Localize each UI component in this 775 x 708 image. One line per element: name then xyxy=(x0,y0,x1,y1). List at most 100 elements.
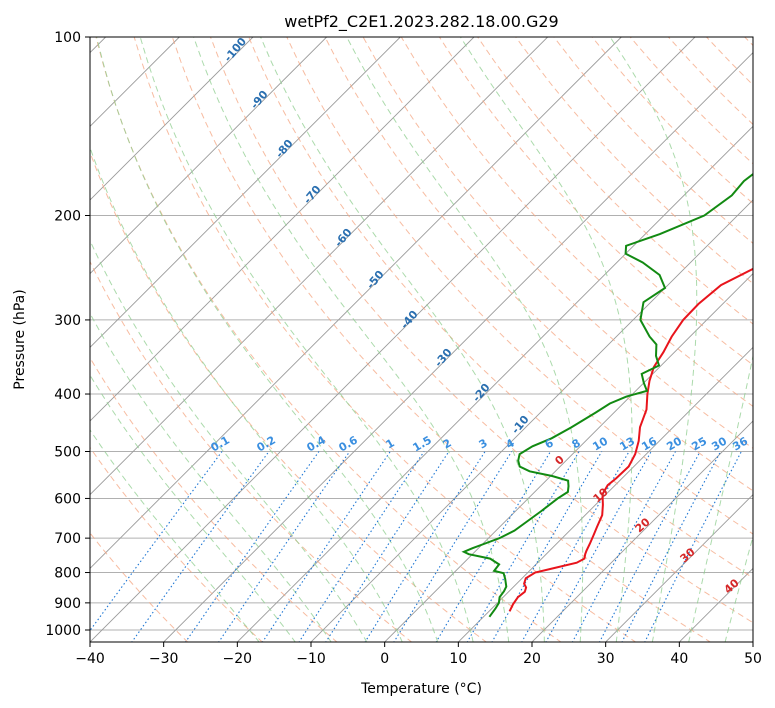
dry-adiabat-label: -20 xyxy=(470,381,493,405)
isotherm-line xyxy=(90,37,327,275)
y-tick-label: 200 xyxy=(54,209,81,225)
mixing-ratio-label: 36 xyxy=(730,434,750,453)
y-tick-label: 400 xyxy=(54,387,81,403)
moist-adiabat-line xyxy=(90,146,403,642)
mixing-ratio-line xyxy=(521,451,630,642)
mixing-ratio-label: 30 xyxy=(709,434,729,453)
x-tick-label: 0 xyxy=(380,651,389,667)
x-tick-label: 50 xyxy=(744,651,762,667)
isotherm-line xyxy=(90,37,475,422)
isotherm-line xyxy=(457,346,753,642)
x-tick-label: −40 xyxy=(75,651,105,667)
dry-adiabat-line xyxy=(324,37,753,492)
moist-adiabat-line xyxy=(90,374,296,642)
isotherm-line xyxy=(605,494,753,642)
moist-adiabat-line xyxy=(96,37,439,642)
x-tick-label: 40 xyxy=(670,651,688,667)
y-axis-title: Pressure (hPa) xyxy=(12,289,28,389)
moist-adiabat-line xyxy=(260,37,545,642)
mixing-ratio-line xyxy=(261,451,391,642)
isotherm-line xyxy=(90,37,548,496)
x-tick-label: −20 xyxy=(223,651,253,667)
mixing-ratio-label: 25 xyxy=(689,435,709,454)
mixing-ratio-label: 13 xyxy=(617,435,637,454)
isotherm-line xyxy=(90,37,401,348)
mixing-ratio-line xyxy=(545,451,652,642)
y-tick-label: 900 xyxy=(54,596,81,612)
mixing-ratio-line xyxy=(298,451,425,642)
background-lines xyxy=(90,37,753,642)
mixing-ratio-label: 1 xyxy=(384,436,397,451)
y-tick-label: 1000 xyxy=(45,623,81,639)
mixing-ratio-line xyxy=(571,451,676,642)
moist-adiabat-line xyxy=(609,37,698,642)
dry-adiabat-label: -100 xyxy=(221,35,249,65)
dry-adiabat-line xyxy=(95,37,562,642)
moist-adiabat-line xyxy=(724,534,753,642)
y-tick-label: 800 xyxy=(54,566,81,582)
y-tick-label: 600 xyxy=(54,491,81,507)
dry-adiabat-line xyxy=(515,37,753,285)
dry-adiabat-label: -40 xyxy=(398,308,421,332)
isotherm-line xyxy=(236,125,753,642)
mixing-ratio-label: 3 xyxy=(477,436,490,451)
temperature-line xyxy=(508,267,753,612)
dry-adiabat-label: -30 xyxy=(432,346,455,370)
dry-adiabat-label: -60 xyxy=(332,226,355,250)
axes: −40 −30 −20 −10 0 10 20 30 40 5010020030040050060… xyxy=(45,30,762,667)
moist-adiabat-label: 30 xyxy=(678,545,698,565)
mixing-ratio-line xyxy=(131,451,270,642)
dry-adiabat-line xyxy=(706,37,753,86)
chart-title: wetPf2_C2E1.2023.282.18.00.G29 xyxy=(284,12,558,32)
mixing-ratio-label: 10 xyxy=(590,434,610,453)
x-tick-label: 20 xyxy=(523,651,541,667)
moist-adiabat-line xyxy=(90,312,332,642)
y-tick-label: 100 xyxy=(54,30,81,46)
moist-adiabat-line xyxy=(459,37,633,642)
mixing-ratio-label: 8 xyxy=(570,436,583,451)
mixing-ratio-label: 6 xyxy=(543,436,556,451)
moist-adiabat-line xyxy=(688,353,753,642)
mixing-ratio-line xyxy=(435,451,551,642)
x-tick-label: −30 xyxy=(149,651,179,667)
isotherm-line xyxy=(90,37,696,642)
dry-adiabat-line xyxy=(90,150,488,642)
dry-adiabat-line xyxy=(286,37,753,535)
mixing-ratio-line xyxy=(393,451,513,642)
x-tick-label: 30 xyxy=(597,651,615,667)
dry-adiabat-label: -50 xyxy=(364,268,387,292)
x-axis-title: Temperature (°C) xyxy=(360,681,482,697)
mixing-ratio-line xyxy=(218,451,351,642)
y-tick-label: 700 xyxy=(54,531,81,547)
dry-adiabat-line xyxy=(248,37,753,579)
dry-adiabat-line xyxy=(210,37,753,624)
dry-adiabat-line xyxy=(90,356,338,642)
moist-adiabat-label: 0 xyxy=(552,453,567,468)
moist-adiabat-line xyxy=(90,428,260,642)
dry-adiabat-line xyxy=(90,532,189,642)
x-tick-label: 10 xyxy=(449,651,467,667)
x-tick-label: −10 xyxy=(296,651,326,667)
moist-adiabat-label: 20 xyxy=(633,515,653,535)
isotherm-line xyxy=(90,37,254,201)
dry-adiabat-label: -10 xyxy=(509,413,532,437)
profile-lines xyxy=(461,172,753,618)
mixing-ratio-label: 16 xyxy=(639,434,659,453)
plot-frame xyxy=(89,36,754,643)
y-tick-label: 500 xyxy=(54,444,81,460)
mixing-ratio-line xyxy=(644,451,742,642)
dry-adiabat-line xyxy=(438,37,753,366)
mixing-ratio-line xyxy=(325,451,450,642)
mixing-ratio-label: 4 xyxy=(504,436,517,451)
mixing-ratio-line xyxy=(184,451,320,642)
mixing-ratio-label: 2 xyxy=(441,436,454,451)
mixing-ratio-line xyxy=(598,451,701,642)
dry-adiabat-label: -90 xyxy=(248,88,271,112)
dry-adiabat-line xyxy=(90,446,263,642)
dry-adiabat-line xyxy=(171,37,712,642)
dry-adiabat-label: -80 xyxy=(273,137,296,161)
moist-adiabat-line xyxy=(90,239,368,642)
isotherm-line xyxy=(752,641,753,642)
mixing-ratio-label: 20 xyxy=(664,434,684,453)
moist-adiabat-line xyxy=(139,37,474,642)
